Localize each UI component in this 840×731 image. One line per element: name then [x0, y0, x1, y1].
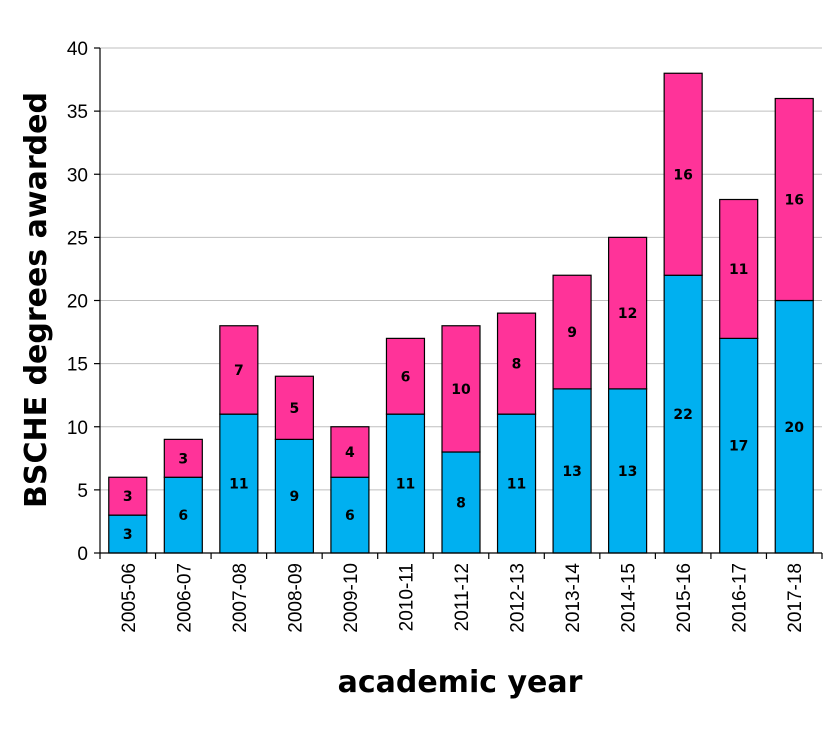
- x-tick-labels: 2005-06 2006-07 2007-08 2008-09 2009-10 2010-…: [99, 553, 823, 633]
- bar-segment-upper: [385, 337, 426, 415]
- y-tick-label: 15: [67, 355, 88, 376]
- bar-value-label: 17: [729, 439, 748, 455]
- bar-segment-upper: [330, 426, 370, 478]
- y-tick-label: 30: [67, 165, 88, 186]
- data-labels: 3 3 6 3 11 7 9 5 6 4 11 6 8 10 11 8 13 9 13 12 22 16 17 11 20 16: [123, 167, 804, 543]
- bar-segment-lower: [608, 388, 648, 554]
- x-tick-label: 2012-13: [508, 563, 529, 633]
- bar-value-label: 12: [618, 306, 637, 322]
- y-axis-title: BSCHE degrees awarded: [19, 92, 54, 508]
- bar-value-label: 6: [345, 508, 355, 524]
- x-tick-label: 2011-12: [452, 563, 473, 631]
- bar-segment-upper: [163, 438, 203, 478]
- bar-segment-lower: [163, 476, 203, 554]
- x-tick-label: 2010-11: [396, 563, 417, 631]
- bar-segment-upper: [719, 198, 759, 339]
- bar-segment-lower: [108, 514, 148, 554]
- bar-value-label: 13: [618, 464, 637, 480]
- y-tick-label: 0: [77, 544, 88, 565]
- bar-segment-upper: [552, 274, 592, 390]
- bar-value-label: 3: [123, 527, 133, 543]
- bar-value-label: 5: [290, 401, 300, 417]
- bar-segment-upper: [274, 375, 314, 440]
- bar-value-label: 9: [290, 489, 300, 505]
- bar-segment-lower: [385, 413, 426, 554]
- bar-segment-upper: [219, 325, 259, 415]
- bar-segment-lower: [663, 274, 703, 554]
- bar-segment-upper: [608, 236, 648, 390]
- bar-value-label: 11: [396, 477, 415, 493]
- bar-value-label: 10: [451, 382, 471, 398]
- bar-segment-upper: [108, 476, 148, 516]
- bar-value-label: 4: [345, 445, 355, 461]
- bars: [108, 72, 814, 554]
- x-tick-label: 2007-08: [230, 563, 251, 633]
- bar-value-label: 16: [673, 167, 692, 183]
- x-tick-label: 2006-07: [174, 563, 195, 633]
- y-tick-label: 10: [67, 418, 88, 439]
- bar-value-label: 9: [567, 325, 577, 341]
- bar-value-label: 13: [562, 464, 581, 480]
- bar-segment-upper: [663, 72, 703, 276]
- x-tick-label: 2014-15: [619, 563, 640, 633]
- y-tick-label: 25: [67, 228, 88, 249]
- bar-value-label: 3: [123, 489, 133, 505]
- bar-value-label: 16: [784, 193, 803, 209]
- y-tick-label: 5: [77, 481, 88, 502]
- bar-segment-lower: [552, 388, 592, 554]
- y-tick-label: 20: [67, 292, 88, 313]
- bar-segment-upper: [774, 97, 814, 302]
- bar-value-label: 6: [401, 369, 411, 385]
- x-tick-label: 2013-14: [563, 563, 584, 633]
- x-tick-label: 2008-09: [285, 563, 306, 633]
- bar-value-label: 3: [178, 451, 188, 467]
- bar-value-label: 11: [229, 477, 248, 493]
- x-tick-label: 2015-16: [674, 563, 695, 633]
- bar-value-label: 11: [507, 477, 526, 493]
- y-tick-label: 35: [67, 102, 88, 123]
- bar-value-label: 8: [456, 496, 466, 512]
- bar-segment-lower: [219, 413, 259, 554]
- y-tick-labels: 0 5 10 15 20 25 30 35 40: [67, 39, 100, 565]
- bar-value-label: 6: [178, 508, 188, 524]
- bar-value-label: 7: [234, 363, 244, 379]
- bar-value-label: 22: [673, 407, 692, 423]
- bar-value-label: 11: [729, 262, 748, 278]
- bar-segment-lower: [774, 299, 814, 554]
- x-tick-label: 2009-10: [341, 563, 362, 633]
- x-axis-title: academic year: [338, 665, 583, 700]
- x-tick-label: 2005-06: [119, 563, 140, 633]
- x-tick-label: 2016-17: [730, 563, 751, 633]
- bar-value-label: 8: [512, 357, 522, 373]
- y-tick-label: 40: [67, 39, 88, 60]
- bar-segment-upper: [496, 312, 537, 415]
- bar-segment-upper: [441, 325, 481, 453]
- bar-segment-lower: [719, 337, 759, 554]
- x-tick-label: 2017-18: [785, 563, 806, 633]
- bar-value-label: 20: [784, 420, 804, 436]
